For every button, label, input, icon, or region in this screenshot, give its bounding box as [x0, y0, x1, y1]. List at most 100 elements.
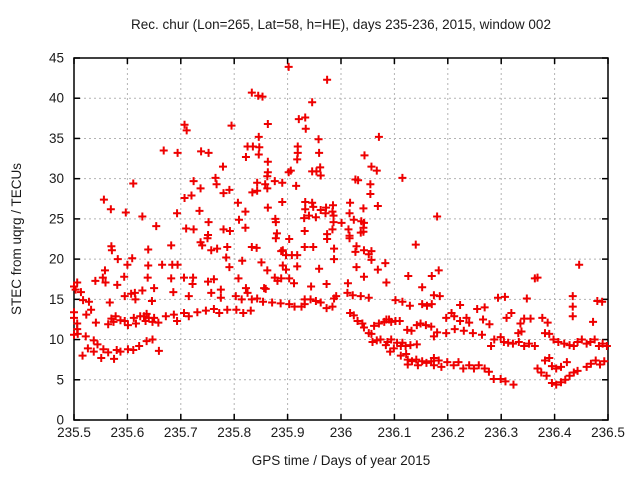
- data-point-marker: [437, 362, 446, 371]
- data-point-marker: [301, 113, 310, 122]
- data-point-marker: [402, 350, 411, 359]
- data-point-marker: [345, 209, 354, 218]
- data-point-marker: [575, 260, 584, 269]
- data-point-marker: [143, 273, 152, 282]
- data-point-marker: [582, 339, 591, 348]
- data-point-marker: [408, 357, 417, 366]
- data-point-marker: [263, 157, 272, 166]
- data-point-marker: [315, 264, 324, 273]
- data-point-marker: [565, 371, 574, 380]
- data-point-marker: [104, 348, 113, 357]
- data-point-marker: [582, 362, 591, 371]
- data-point-marker: [152, 222, 161, 231]
- data-point-marker: [290, 279, 299, 288]
- data-point-marker: [469, 364, 478, 373]
- data-point-marker: [370, 321, 379, 330]
- data-point-marker: [278, 261, 287, 270]
- y-tick-label: 25: [49, 211, 64, 226]
- data-point-marker: [309, 202, 318, 211]
- data-point-marker: [598, 339, 607, 348]
- data-point-marker: [418, 283, 427, 292]
- data-point-marker: [253, 294, 262, 303]
- data-point-marker: [188, 280, 197, 289]
- data-point-marker: [454, 358, 463, 367]
- data-point-marker: [261, 180, 270, 189]
- data-point-marker: [198, 241, 207, 250]
- data-point-marker: [89, 347, 98, 356]
- data-point-marker: [421, 321, 430, 330]
- data-point-marker: [207, 288, 216, 297]
- data-point-marker: [120, 292, 129, 301]
- data-point-marker: [316, 163, 325, 172]
- data-point-marker: [549, 335, 558, 344]
- data-point-marker: [538, 313, 547, 322]
- data-point-marker: [292, 181, 301, 190]
- data-point-marker: [462, 313, 471, 322]
- data-point-marker: [144, 245, 153, 254]
- data-point-marker: [189, 177, 198, 186]
- data-point-marker: [270, 177, 279, 186]
- data-point-marker: [316, 206, 325, 215]
- data-point-marker: [285, 274, 294, 283]
- data-point-marker: [263, 203, 272, 212]
- data-point-marker: [246, 306, 255, 315]
- data-point-marker: [239, 309, 248, 318]
- data-point-marker: [263, 172, 272, 181]
- data-point-marker: [337, 218, 346, 227]
- data-point-marker: [81, 332, 90, 341]
- data-point-marker: [253, 178, 262, 187]
- data-point-marker: [569, 368, 578, 377]
- data-point-marker: [187, 191, 196, 200]
- data-point-marker: [105, 298, 114, 307]
- data-point-marker: [366, 180, 375, 189]
- data-point-marker: [197, 147, 206, 156]
- data-point-marker: [101, 278, 110, 287]
- data-point-marker: [83, 344, 92, 353]
- data-point-marker: [407, 326, 416, 335]
- data-point-marker: [552, 364, 561, 373]
- data-point-marker: [429, 354, 438, 363]
- data-point-marker: [215, 309, 224, 318]
- data-point-marker: [276, 299, 285, 308]
- data-point-marker: [514, 337, 523, 346]
- data-point-marker: [204, 277, 213, 286]
- data-point-marker: [223, 243, 232, 252]
- data-point-marker: [99, 195, 108, 204]
- data-point-marker: [493, 293, 502, 302]
- data-point-marker: [573, 337, 582, 346]
- data-point-marker: [364, 293, 373, 302]
- data-point-marker: [144, 313, 153, 322]
- data-point-marker: [195, 206, 204, 215]
- data-point-marker: [545, 354, 554, 363]
- x-tick-label: 235.7: [164, 425, 198, 440]
- data-point-marker: [356, 292, 365, 301]
- data-point-marker: [180, 193, 189, 202]
- data-point-marker: [496, 374, 505, 383]
- data-point-marker: [422, 358, 431, 367]
- data-point-marker: [485, 320, 494, 329]
- data-point-marker: [502, 313, 511, 322]
- data-point-marker: [273, 276, 282, 285]
- data-point-marker: [98, 273, 107, 282]
- data-point-marker: [568, 312, 577, 321]
- data-point-marker: [449, 361, 458, 370]
- data-point-marker: [359, 246, 368, 255]
- data-point-marker: [173, 209, 182, 218]
- data-point-marker: [330, 244, 339, 253]
- data-point-marker: [602, 341, 611, 350]
- data-point-marker: [479, 315, 488, 324]
- data-point-marker: [387, 335, 396, 344]
- x-axis-label: GPS time / Days of year 2015: [252, 453, 431, 468]
- data-point-marker: [344, 225, 353, 234]
- data-point-marker: [552, 380, 561, 389]
- data-point-marker: [150, 284, 159, 293]
- data-point-marker: [349, 311, 358, 320]
- data-point-marker: [173, 148, 182, 157]
- data-point-marker: [209, 275, 218, 284]
- data-point-marker: [268, 298, 277, 307]
- data-point-marker: [71, 285, 80, 294]
- data-point-marker: [148, 335, 157, 344]
- data-point-marker: [308, 98, 317, 107]
